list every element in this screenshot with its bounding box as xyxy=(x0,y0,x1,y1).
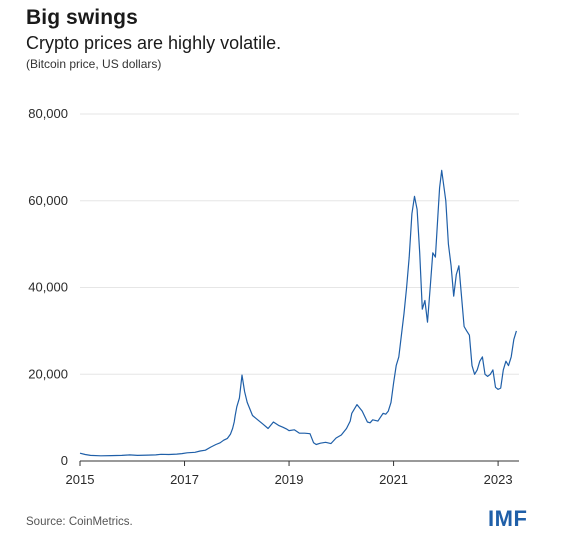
imf-logo: IMF xyxy=(488,506,528,531)
y-tick-label: 40,000 xyxy=(28,280,68,295)
x-tick-label: 2015 xyxy=(66,472,95,487)
x-tick-label: 2017 xyxy=(170,472,199,487)
x-tick-label: 2023 xyxy=(484,472,513,487)
y-tick-label: 0 xyxy=(61,453,68,468)
x-tick-label: 2019 xyxy=(275,472,304,487)
grid-lines xyxy=(80,113,519,375)
chart-subtitle: Crypto prices are highly volatile. xyxy=(26,33,282,53)
y-axis-ticks: 0 20,000 40,000 60,000 80,000 xyxy=(28,106,68,468)
y-tick-label: 60,000 xyxy=(28,193,68,208)
y-tick-label: 20,000 xyxy=(28,366,68,381)
chart-unit-note: (Bitcoin price, US dollars) xyxy=(26,57,162,71)
y-tick-label: 80,000 xyxy=(28,106,68,121)
x-axis-ticks: 2015 2017 2019 2021 2023 xyxy=(66,461,513,487)
chart-title: Big swings xyxy=(26,6,138,29)
bitcoin-price-line xyxy=(79,169,517,457)
source-note: Source: CoinMetrics. xyxy=(26,516,133,528)
x-tick-label: 2021 xyxy=(379,472,408,487)
